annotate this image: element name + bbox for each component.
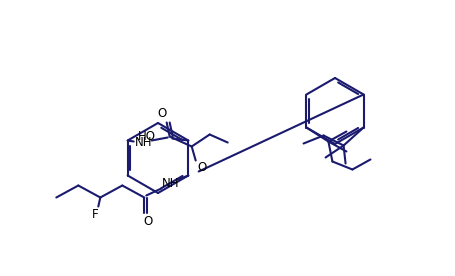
Text: O: O bbox=[143, 215, 152, 228]
Text: NH: NH bbox=[135, 136, 152, 149]
Text: HO: HO bbox=[138, 130, 156, 143]
Text: O: O bbox=[197, 161, 206, 174]
Text: NH: NH bbox=[161, 177, 179, 190]
Text: O: O bbox=[157, 107, 166, 120]
Text: F: F bbox=[92, 208, 98, 222]
